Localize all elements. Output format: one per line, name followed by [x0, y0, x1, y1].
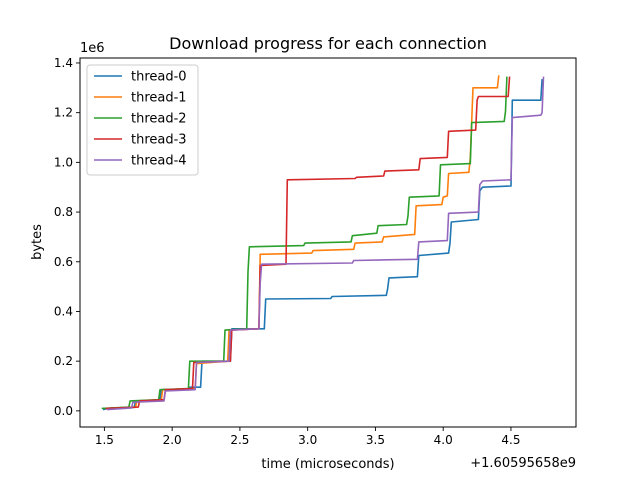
x-axis-ticks: 1.5 2.0 2.5 3.0 3.5 4.0 4.5	[95, 427, 520, 447]
legend-label-2: thread-2	[131, 112, 187, 127]
y-tick-label: 0.2	[54, 354, 73, 368]
x-tick-label: 4.5	[501, 433, 520, 447]
y-multiplier-label: 1e6	[80, 41, 105, 56]
x-tick-label: 1.5	[95, 433, 114, 447]
x-tick-label: 2.5	[230, 433, 249, 447]
x-offset-label: +1.60595658e9	[470, 456, 576, 471]
plot-frame	[79, 57, 577, 428]
y-tick-label: 1.0	[54, 155, 73, 169]
chart-title: Download progress for each connection	[169, 34, 487, 53]
y-tick-label: 0.0	[54, 404, 73, 418]
series-line-3	[105, 76, 511, 410]
y-axis-label: bytes	[30, 224, 45, 260]
legend: thread-0 thread-1 thread-2 thread-3 thread-4	[86, 64, 199, 176]
y-axis-ticks: 0.0 0.2 0.4 0.6 0.8 1.0 1.2 1.4	[54, 56, 80, 418]
x-tick-label: 3.0	[298, 433, 317, 447]
y-tick-label: 1.4	[54, 56, 73, 70]
legend-label-3: thread-3	[131, 133, 187, 148]
legend-label-1: thread-1	[131, 91, 187, 106]
series-line-4	[107, 76, 545, 411]
legend-label-0: thread-0	[131, 70, 187, 85]
legend-box	[86, 64, 199, 176]
y-tick-label: 0.4	[54, 304, 73, 318]
x-tick-label: 3.5	[366, 433, 385, 447]
plot-lines	[101, 75, 545, 411]
y-tick-label: 0.6	[54, 255, 73, 269]
x-tick-label: 2.0	[163, 433, 182, 447]
y-tick-label: 1.2	[54, 106, 73, 120]
legend-label-4: thread-4	[131, 154, 187, 169]
x-tick-label: 4.0	[434, 433, 453, 447]
x-axis-label: time (microseconds)	[261, 457, 394, 472]
y-tick-label: 0.8	[54, 205, 73, 219]
